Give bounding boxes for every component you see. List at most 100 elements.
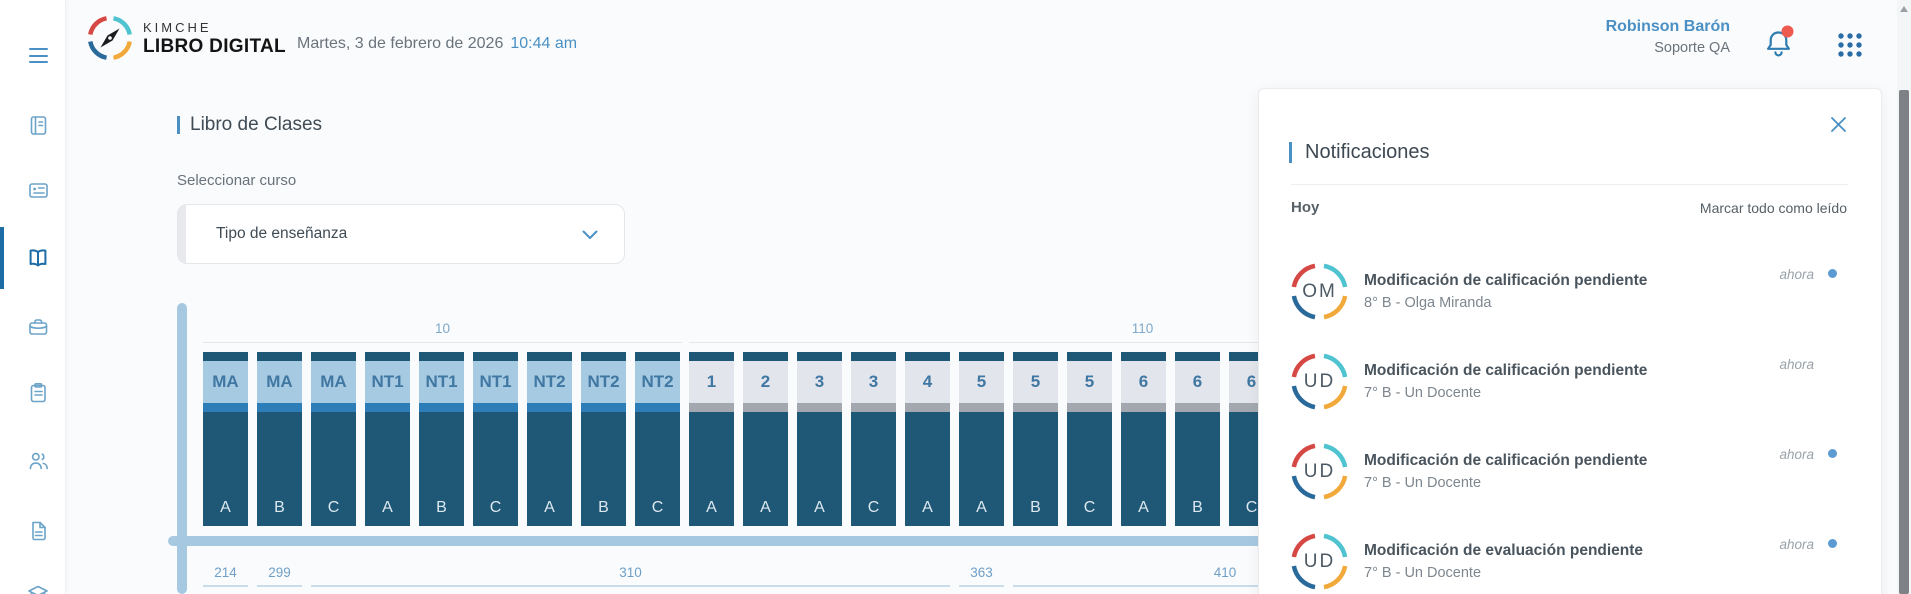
column-section-letter: C	[327, 499, 340, 516]
chart-column-NT1-B[interactable]: NT1 B	[419, 352, 464, 526]
chart-column-NT2-A[interactable]: NT2 A	[527, 352, 572, 526]
notifications-bell-icon[interactable]	[1763, 24, 1797, 62]
column-body: C	[1067, 412, 1112, 526]
chart-column-MA-A[interactable]: MA A	[203, 352, 248, 526]
column-body: B	[581, 412, 626, 526]
page-title: Libro de Clases	[190, 114, 323, 135]
course-type-dropdown[interactable]: Tipo de enseñanza	[177, 204, 625, 264]
column-grade-label: 2	[743, 361, 788, 403]
column-strip	[743, 403, 788, 412]
column-grade-label: NT1	[473, 361, 518, 403]
bottom-group-label: 363	[970, 565, 993, 580]
column-grade-label: NT2	[581, 361, 626, 403]
notification-item[interactable]: OM Modificación de calificación pendiente…	[1291, 263, 1847, 320]
column-cap	[635, 352, 680, 361]
column-strip	[689, 403, 734, 412]
user-name: Robinson Barón	[1605, 18, 1730, 35]
avatar-initials: UD	[1303, 551, 1336, 572]
open-book-icon[interactable]	[27, 247, 49, 269]
time-text: 10:44 am	[510, 35, 578, 52]
column-cap	[257, 352, 302, 361]
id-card-icon[interactable]	[27, 179, 49, 201]
column-cap	[689, 352, 734, 361]
column-cap	[851, 352, 896, 361]
notification-badge	[1781, 25, 1794, 38]
column-cap	[1175, 352, 1220, 361]
close-icon[interactable]	[1830, 116, 1847, 133]
avatar: UD	[1291, 353, 1348, 410]
column-section-letter: A	[760, 499, 771, 516]
column-grade-label: 5	[1067, 361, 1112, 403]
column-strip	[797, 403, 842, 412]
column-body: B	[419, 412, 464, 526]
document-icon[interactable]	[27, 519, 49, 541]
journal-icon[interactable]	[27, 114, 49, 136]
notifications-panel: Notificaciones Hoy Marcar todo como leíd…	[1258, 88, 1882, 594]
top-group-label: 10	[434, 321, 451, 336]
column-body: C	[635, 412, 680, 526]
title-accent-bar	[177, 116, 180, 134]
column-section-letter: A	[220, 499, 231, 516]
avatar: UD	[1291, 533, 1348, 590]
unread-dot	[1828, 449, 1837, 458]
bottom-group-line	[203, 585, 248, 587]
column-body: A	[905, 412, 950, 526]
notification-item[interactable]: UD Modificación de evaluación pendiente 7°…	[1291, 533, 1847, 590]
scrollbar-up-arrow[interactable]	[1900, 6, 1908, 12]
menu-toggle-icon[interactable]	[29, 48, 48, 64]
avatar: OM	[1291, 263, 1348, 320]
column-cap	[581, 352, 626, 361]
chart-column-NT2-C[interactable]: NT2 C	[635, 352, 680, 526]
people-icon[interactable]	[27, 449, 49, 471]
chart-column-NT1-C[interactable]: NT1 C	[473, 352, 518, 526]
column-body: B	[1175, 412, 1220, 526]
mark-all-read-button[interactable]: Marcar todo como leído	[1699, 199, 1847, 216]
column-grade-label: 5	[1013, 361, 1058, 403]
notification-item[interactable]: UD Modificación de calificación pendiente…	[1291, 443, 1847, 500]
top-group-line	[203, 342, 682, 343]
notification-time: ahora	[1779, 357, 1814, 372]
chevron-down-icon	[582, 230, 598, 239]
apps-grid-icon[interactable]	[1836, 31, 1864, 59]
briefcase-icon[interactable]	[27, 316, 49, 338]
notification-subtitle: 7° B - Un Docente	[1364, 475, 1482, 491]
chart-column-MA-C[interactable]: MA C	[311, 352, 356, 526]
column-cap	[743, 352, 788, 361]
school-icon[interactable]	[27, 585, 49, 594]
chart-column-NT2-B[interactable]: NT2 B	[581, 352, 626, 526]
column-strip	[905, 403, 950, 412]
column-section-letter: A	[814, 499, 825, 516]
bottom-group-label: 410	[1213, 565, 1237, 580]
bottom-group-line	[257, 585, 302, 587]
chart-column-NT1-A[interactable]: NT1 A	[365, 352, 410, 526]
column-strip	[257, 403, 302, 412]
column-grade-label: 5	[959, 361, 1004, 403]
column-cap	[1067, 352, 1112, 361]
column-section-letter: B	[598, 499, 609, 516]
column-grade-label: MA	[257, 361, 302, 403]
scrollbar-thumb[interactable]	[1899, 90, 1909, 594]
column-strip	[1229, 403, 1274, 412]
column-cap	[419, 352, 464, 361]
dropdown-value: Tipo de enseñanza	[216, 225, 348, 242]
notification-item[interactable]: UD Modificación de calificación pendiente…	[1291, 353, 1847, 410]
column-section-letter: A	[382, 499, 393, 516]
chart-column-MA-B[interactable]: MA B	[257, 352, 302, 526]
chart-y-axis	[177, 303, 187, 594]
date-text: Martes, 3 de febrero de 2026	[297, 35, 504, 52]
user-info[interactable]: Robinson Barón Soporte QA	[1606, 18, 1730, 56]
page-scrollbar[interactable]	[1897, 0, 1911, 594]
clipboard-icon[interactable]	[27, 381, 49, 403]
column-grade-label: NT1	[419, 361, 464, 403]
active-item-indicator	[0, 227, 4, 289]
